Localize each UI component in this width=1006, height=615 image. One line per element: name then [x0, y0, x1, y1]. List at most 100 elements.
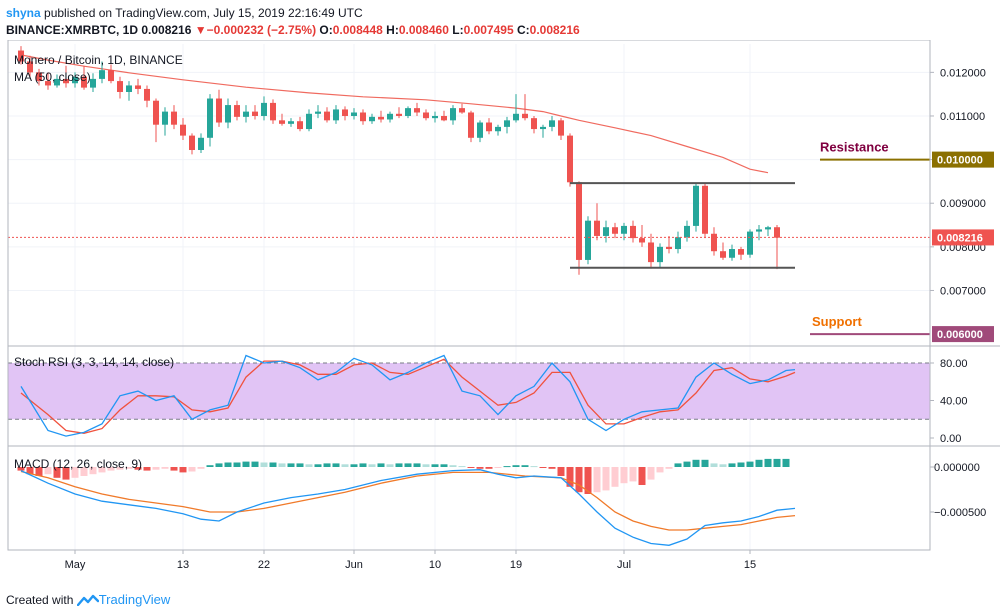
macd-hist-bar — [557, 467, 565, 476]
time-tick-label: 13 — [177, 559, 189, 571]
macd-hist-bar — [584, 467, 592, 494]
ma-legend: MA (50, close) — [14, 70, 91, 84]
macd-hist-bar — [530, 466, 538, 468]
macd-hist-bar — [710, 463, 718, 467]
macd-hist-bar — [521, 465, 529, 467]
macd-hist-bar — [89, 467, 97, 475]
candle-body — [270, 102, 276, 121]
tradingview-logo-icon[interactable] — [76, 594, 99, 609]
candle-body — [351, 112, 357, 116]
candle-body — [567, 135, 573, 183]
author-link[interactable]: shyna — [6, 6, 41, 20]
macd-hist-bar — [566, 467, 574, 487]
candle-body — [324, 111, 330, 121]
macd-hist-bar — [449, 465, 457, 467]
low-label: L: — [452, 23, 464, 37]
candle-body — [369, 116, 375, 122]
price-change: −0.000232 (−2.75%) — [206, 23, 317, 37]
levels-layer: Resistance Support — [8, 140, 930, 336]
candle-body — [360, 112, 366, 122]
candle-body — [234, 105, 240, 117]
macd-hist-bar — [269, 462, 277, 467]
macd-hist-bar — [152, 467, 160, 470]
candle-body — [684, 225, 690, 238]
tradingview-brand[interactable]: TradingView — [98, 592, 171, 607]
candle-body — [63, 78, 69, 84]
candle-body — [153, 100, 159, 125]
candle-body — [297, 121, 303, 130]
macd-hist-bar — [53, 467, 61, 478]
candle-body — [396, 113, 402, 116]
macd-hist-bar — [413, 463, 421, 467]
candle-body — [612, 227, 618, 234]
candle-body — [774, 227, 780, 238]
candle-body — [540, 126, 546, 130]
candle-body — [432, 115, 438, 119]
macd-hist-bar — [503, 466, 511, 468]
candle-body — [117, 81, 123, 92]
candle-body — [459, 108, 465, 113]
close-value: 0.008216 — [529, 23, 580, 37]
rsi-k-line — [20, 354, 796, 437]
candle-body — [333, 109, 339, 121]
macd-hist-bar — [773, 458, 781, 467]
candle-body — [180, 124, 186, 136]
rsi-tick-label: 80.00 — [940, 358, 968, 370]
macd-hist-bar — [602, 467, 610, 491]
time-tick-label: May — [65, 559, 86, 571]
candle-body — [657, 246, 663, 263]
rsi-tick-label: 40.00 — [940, 396, 968, 408]
last-price-box — [932, 229, 994, 246]
candle-body — [513, 113, 519, 121]
macd-hist-bar — [26, 467, 34, 475]
last-price: 0.008216 — [141, 23, 192, 37]
candle-body — [81, 76, 87, 88]
macd-hist-bar — [161, 467, 169, 469]
macd-hist-bar — [512, 465, 520, 467]
candle-body — [306, 113, 312, 130]
candle-body — [756, 229, 762, 232]
resistance-label: Resistance — [820, 140, 889, 155]
macd-hist-bar — [215, 463, 223, 467]
macd-hist-bar — [341, 464, 349, 467]
macd-tick-label: −0.000500 — [934, 507, 986, 519]
candle-body — [747, 231, 753, 255]
candle-body — [144, 88, 150, 101]
candle-body — [585, 220, 591, 260]
macd-hist-bar — [71, 467, 79, 478]
macd-hist-bar — [35, 467, 43, 476]
candle-body — [495, 126, 501, 132]
candle-body — [72, 76, 78, 84]
candle-body — [414, 108, 420, 113]
candle-body — [648, 242, 654, 263]
macd-hist-bar — [674, 463, 682, 467]
macd-pane — [17, 458, 796, 546]
macd-hist-bar — [224, 462, 232, 467]
candle-body — [315, 111, 321, 114]
macd-hist-bar — [458, 466, 466, 468]
open-label: O: — [319, 23, 333, 37]
chart-header: shyna published on TradingView.com, July… — [0, 0, 1006, 40]
support-price-text: 0.006000 — [937, 329, 983, 341]
candle-body — [207, 98, 213, 138]
price-tick-label: 0.009000 — [940, 198, 986, 210]
macd-hist-bar — [629, 467, 637, 482]
down-arrow-icon: ▼ — [194, 23, 207, 37]
macd-hist-bar — [683, 461, 691, 467]
macd-hist-bar — [143, 467, 151, 471]
macd-hist-bar — [377, 463, 385, 467]
candle-body — [216, 98, 222, 123]
macd-hist-bar — [251, 461, 259, 467]
macd-hist-bar — [692, 459, 700, 467]
macd-hist-bar — [611, 467, 619, 487]
labels-layer: 0.010000 0.008216 0.006000 Monero / Bitcoin… — [14, 53, 994, 471]
footer: Created with TradingView — [6, 592, 170, 609]
resistance-price-text: 0.010000 — [937, 155, 983, 167]
candle-body — [99, 70, 105, 79]
macd-hist-bar — [638, 467, 646, 485]
candle-body — [423, 112, 429, 119]
macd-hist-bar — [431, 464, 439, 467]
publish-line: shyna published on TradingView.com, July… — [6, 6, 363, 20]
macd-hist-bar — [647, 467, 655, 480]
